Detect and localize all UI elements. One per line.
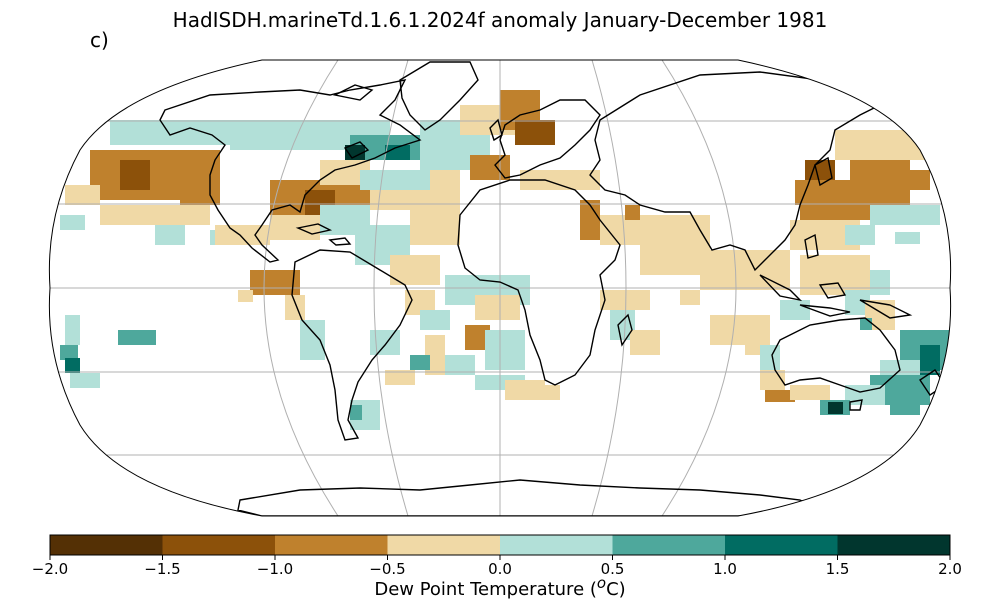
graticule <box>49 60 951 516</box>
colorbar-label: Dew Point Temperature (oC) <box>374 574 626 600</box>
globe-outline <box>48 59 952 517</box>
colorbar-tick-label: −1.0 <box>257 560 293 578</box>
panel-label: c) <box>90 28 109 52</box>
colorbar-bin <box>387 535 501 555</box>
colorbar-ticks: −2.0 −1.5 −1.0 −0.5 0.0 0.5 1.0 1.5 2.0 <box>32 555 962 578</box>
colorbar-tick-label: 1.0 <box>713 560 737 578</box>
colorbar-bin <box>725 535 838 555</box>
colorbar-tick-label: 0.0 <box>488 560 512 578</box>
colorbar-bin <box>162 535 276 555</box>
colorbar-bin <box>50 535 163 555</box>
colorbar-tick-label: −2.0 <box>32 560 68 578</box>
colorbar-bin <box>275 535 388 555</box>
coastlines <box>159 61 946 516</box>
colorbar-bin <box>612 535 726 555</box>
colorbar-bin <box>500 535 613 555</box>
colorbar-tick-label: 1.5 <box>826 560 850 578</box>
colorbar-bin <box>837 535 951 555</box>
colorbar-tick-label: 0.5 <box>601 560 625 578</box>
map-title: HadISDH.marineTd.1.6.1.2024f anomaly Jan… <box>172 8 828 32</box>
colorbar-tick-label: −1.5 <box>144 560 180 578</box>
colorbar-tick-label: −0.5 <box>369 560 405 578</box>
colorbar-tick-label: 2.0 <box>938 560 962 578</box>
colorbar-bins <box>50 535 951 555</box>
